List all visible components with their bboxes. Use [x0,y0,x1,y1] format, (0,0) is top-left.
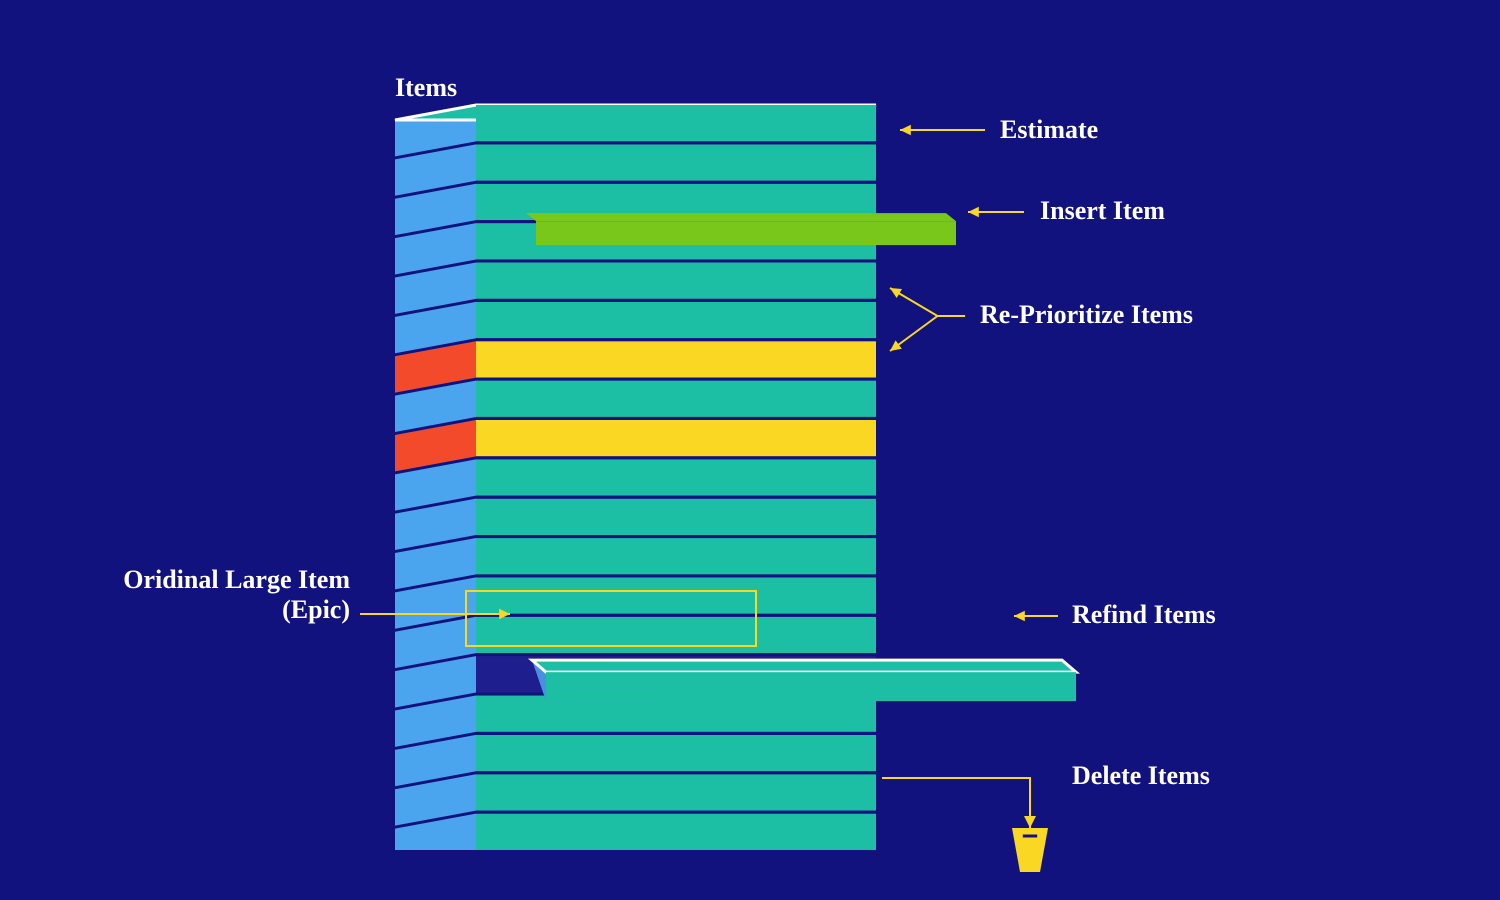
label-estimate: Estimate [1000,115,1098,144]
row-gap [476,259,876,262]
insert-item-top [526,213,956,221]
stack-row [476,420,876,456]
stack-row [476,735,876,771]
label-refine: Refind Items [1072,600,1216,629]
stack-row [476,538,876,574]
title-items: Items [395,73,457,102]
row-gap [476,574,876,577]
epic-slab-top [532,660,1076,672]
row-gap [476,732,876,735]
row-gap [476,417,876,420]
row-gap [476,141,876,144]
stack-row [476,341,876,377]
row-gap [476,496,876,499]
row-gap [476,653,876,656]
label-epic-line1: Oridinal Large Item [123,565,350,594]
row-gap [476,378,876,381]
stack-row [476,774,876,810]
row-gap [476,456,876,459]
epic-slab-front [546,672,1076,701]
stack-row [476,499,876,535]
stack-row [476,381,876,417]
stack-row [476,302,876,338]
row-gap [476,614,876,617]
label-reprioritize: Re-Prioritize Items [980,300,1193,329]
row-gap [476,811,876,814]
stack-row [476,105,876,141]
label-delete: Delete Items [1072,761,1210,790]
stack-row [476,459,876,495]
stack-row [476,577,876,613]
stack-row [476,262,876,298]
label-insert: Insert Item [1040,196,1165,225]
stack-row [476,814,876,850]
row-gap [476,535,876,538]
backlog-diagram: Items Estimate Insert Item Re-Prioritize It… [0,0,1500,900]
stack-row [476,617,876,653]
row-gap [476,299,876,302]
insert-item-bar [536,221,956,245]
label-epic-line2: (Epic) [282,595,350,624]
row-gap [476,771,876,774]
stack-side [395,105,476,850]
row-gap [476,338,876,341]
row-gap [476,181,876,184]
stack-row [476,144,876,180]
